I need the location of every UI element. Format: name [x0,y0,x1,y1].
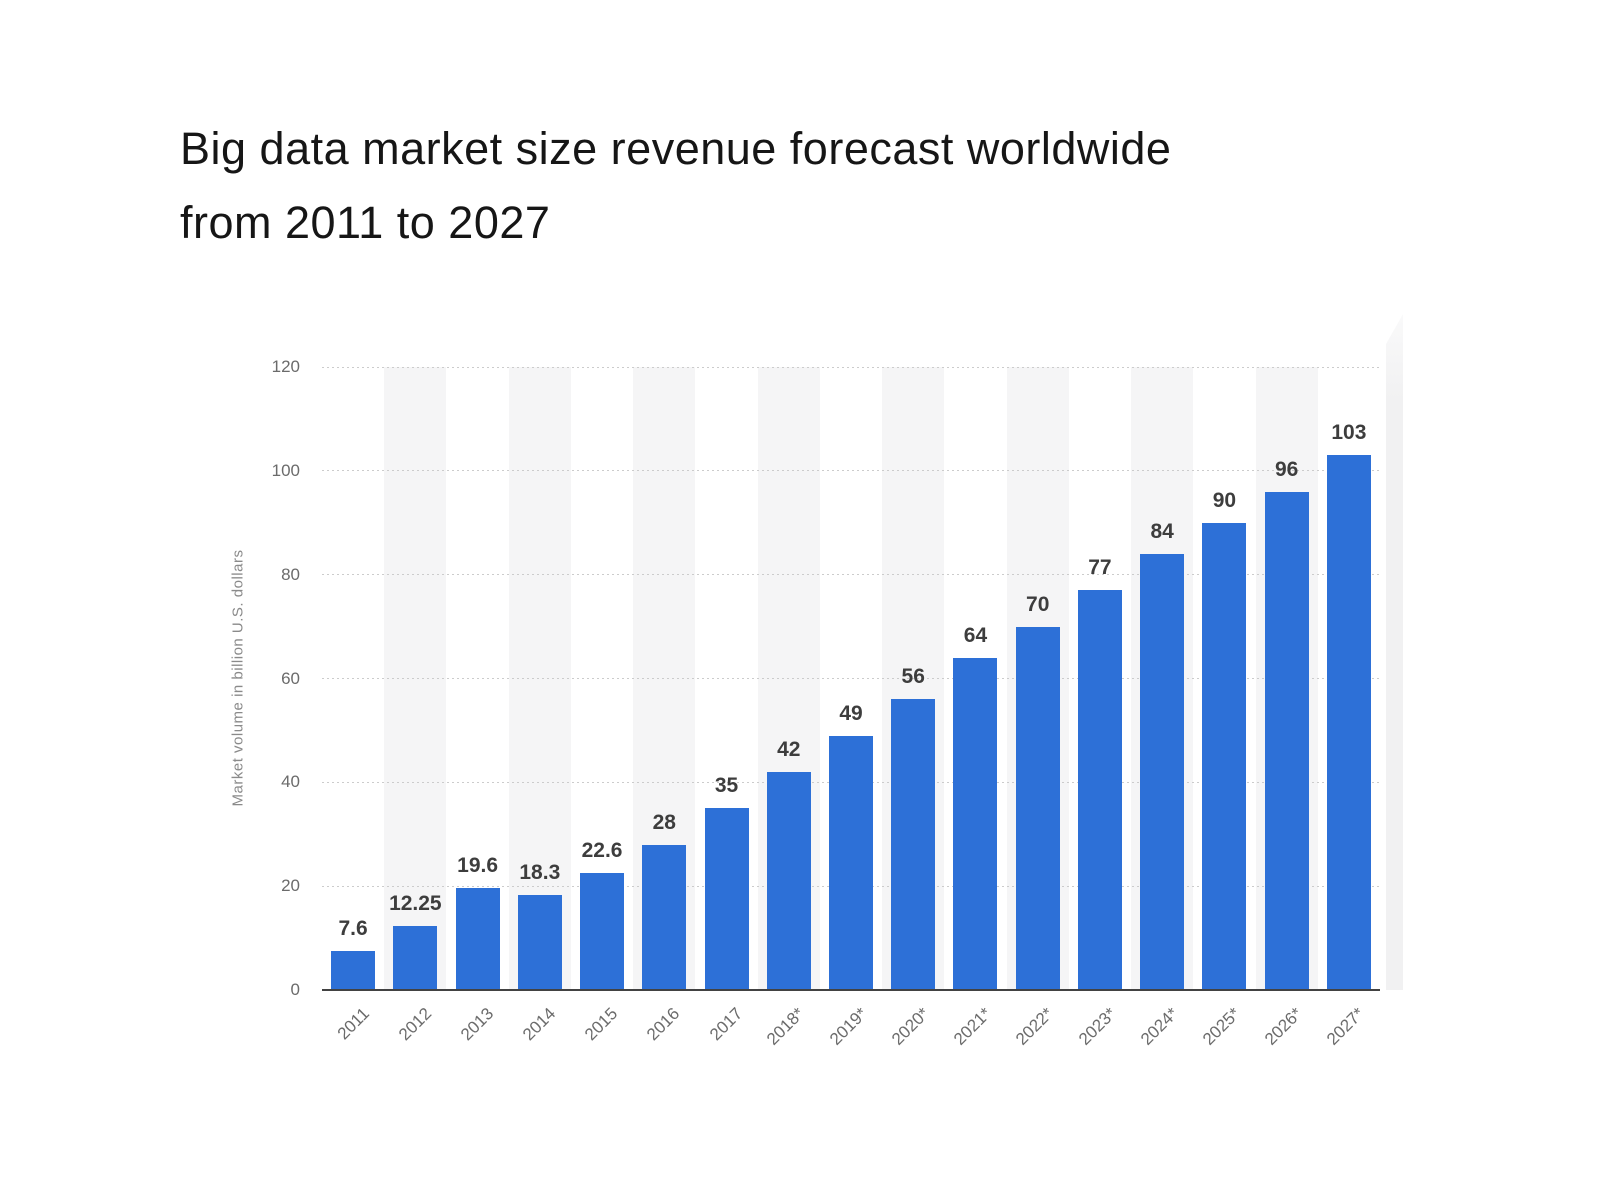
bar-2025[interactable] [1202,522,1247,990]
bar-value-2011: 7.6 [338,916,368,940]
y-tick-label-40: 40 [281,772,300,792]
y-tick-label-0: 0 [290,980,300,999]
bar-value-2024: 84 [1150,519,1174,543]
x-tick-label-2023: 2023* [1074,1004,1120,1049]
edge-stripe [1386,314,1403,990]
bar-2027[interactable] [1326,455,1371,990]
chart-title-line-2: from 2011 to 2027 [180,197,551,248]
bar-value-2016: 28 [652,810,676,834]
bar-value-2023: 77 [1088,556,1112,580]
bar-2022[interactable] [1015,626,1060,990]
x-tick-label-2014: 2014 [519,1004,560,1045]
bar-value-2022: 70 [1026,592,1050,616]
chart-title: Big data market size revenue forecast wo… [180,112,1440,260]
bar-2023[interactable] [1077,590,1122,990]
bar-2021[interactable] [953,657,998,990]
x-tick-label-2016: 2016 [643,1004,684,1045]
gridline-100 [322,470,1380,472]
bar-value-2025: 90 [1212,488,1237,512]
x-tick-label-2027: 2027* [1323,1004,1369,1049]
x-tick-label-2026: 2026* [1261,1004,1307,1049]
bar-2017[interactable] [704,808,749,990]
bar-2011[interactable] [331,950,376,990]
y-tick-label-80: 80 [281,564,300,584]
gridline-60 [322,678,1380,679]
bar-value-2027: 103 [1331,421,1367,445]
x-tick-label-2020: 2020* [887,1004,933,1049]
x-tick-label-2024: 2024* [1136,1004,1182,1049]
x-tick-label-2021: 2021* [950,1004,995,1049]
x-tick-label-2012: 2012 [394,1004,435,1045]
x-tick-label-2013: 2013 [456,1004,498,1045]
x-tick-label-2017: 2017 [705,1004,746,1045]
bar-2013[interactable] [455,888,500,990]
x-axis-line [322,989,1380,991]
bar-2020[interactable] [891,699,936,990]
bar-value-2019: 49 [839,701,863,725]
y-tick-label-120: 120 [271,357,300,376]
bar-value-2015: 22.6 [581,838,623,862]
bar-value-2013: 19.6 [457,854,499,878]
bar-2015[interactable] [580,872,625,990]
bar-2018[interactable] [766,771,811,990]
x-tick-label-2019: 2019* [825,1004,871,1049]
bar-value-2020: 56 [901,665,925,689]
bar-2026[interactable] [1264,491,1309,990]
bar-2012[interactable] [393,926,438,990]
bar-2016[interactable] [642,844,687,990]
x-tick-label-2015: 2015 [581,1004,622,1045]
x-tick-label-2011: 2011 [333,1004,373,1044]
bar-value-2012: 12.25 [389,892,442,916]
gridline-80 [322,574,1380,576]
y-tick-label-60: 60 [281,668,300,688]
bar-2024[interactable] [1140,553,1185,990]
y-tick-label-100: 100 [271,460,300,480]
bar-value-2018: 42 [777,737,801,761]
bar-2014[interactable] [517,894,562,990]
y-tick-label-20: 20 [281,876,300,896]
x-tick-label-2025: 2025* [1198,1004,1244,1049]
bar-value-2026: 96 [1274,457,1299,481]
bar-2019[interactable] [829,735,873,990]
bar-value-2017: 35 [714,774,739,798]
chart-title-line-1: Big data market size revenue forecast wo… [180,123,1172,174]
gridline-120 [322,366,1380,368]
bar-value-2021: 64 [963,623,988,647]
x-tick-label-2018: 2018* [763,1004,809,1049]
bar-value-2014: 18.3 [519,860,561,884]
x-tick-label-2022: 2022* [1012,1004,1058,1049]
